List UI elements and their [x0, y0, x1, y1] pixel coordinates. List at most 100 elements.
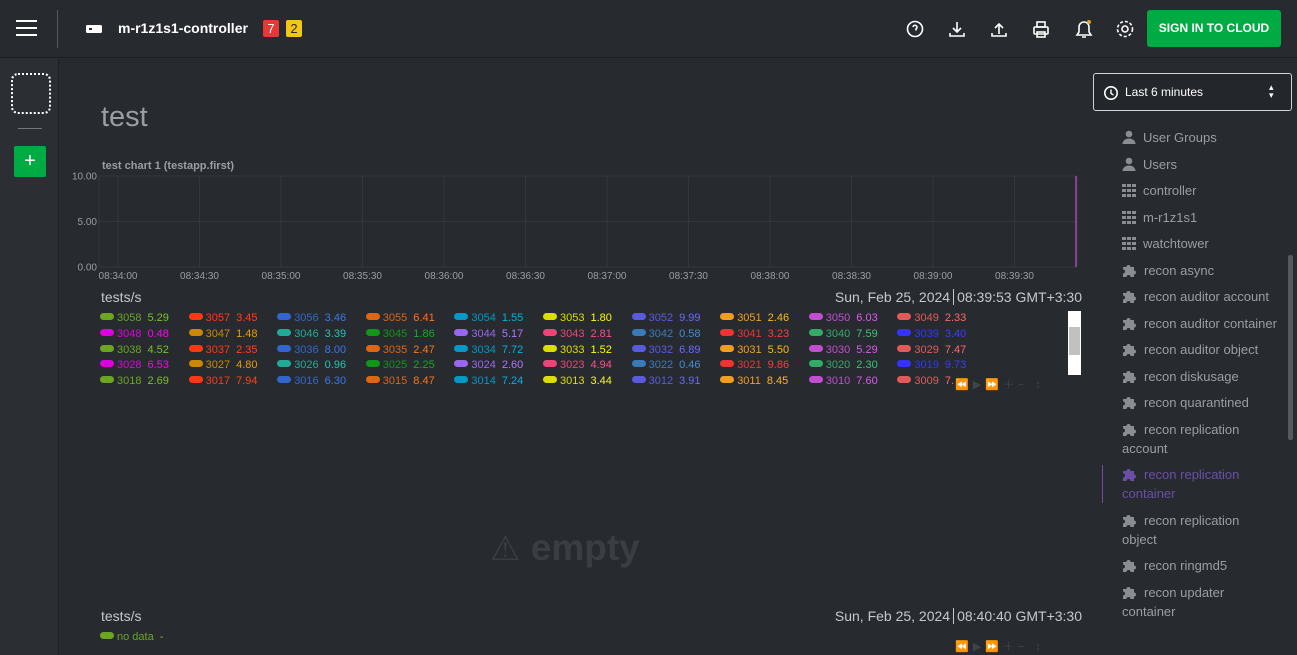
alarm-badge[interactable]: 7 — [263, 20, 279, 37]
empty-watermark: ⚠ empty — [490, 527, 640, 568]
menu-item[interactable]: recon updater container — [1102, 583, 1277, 621]
add-space-button[interactable]: + — [14, 146, 46, 177]
legend-item[interactable]: 3045 1.86 — [365, 327, 435, 341]
legend-item[interactable]: 3041 3.23 — [720, 327, 789, 341]
menu-item[interactable]: controller — [1102, 181, 1277, 200]
legend-item[interactable]: 3034 7.72 — [454, 343, 523, 357]
legend-item[interactable]: 3048 0.48 — [100, 327, 169, 341]
menu-item[interactable]: Users — [1102, 155, 1277, 174]
menu-item[interactable]: recon auditor object — [1102, 340, 1277, 359]
legend-item[interactable]: 3016 6.30 — [277, 374, 346, 388]
legend-item[interactable]: 3025 2.25 — [365, 358, 435, 372]
legend-item[interactable]: 3049 2.33 — [897, 311, 966, 325]
legend-item[interactable]: 3050 6.03 — [808, 311, 878, 325]
menu-item[interactable]: recon replication container — [1102, 465, 1277, 503]
legend-item[interactable]: 3047 1.48 — [188, 327, 258, 341]
menu-item[interactable]: recon async — [1102, 261, 1277, 280]
legend-item[interactable]: 3043 2.81 — [543, 327, 612, 341]
time: 08:40:40 GMT+3:30 — [957, 608, 1082, 624]
menu-item[interactable]: recon diskusage — [1102, 367, 1277, 386]
legend-item[interactable]: 3023 4.94 — [543, 358, 612, 372]
menu-item[interactable]: watchtower — [1102, 234, 1277, 253]
legend-item[interactable]: 3017 7.94 — [188, 374, 258, 388]
legend-item[interactable]: 3027 4.80 — [188, 358, 258, 372]
menu-item[interactable]: recon replication account — [1102, 420, 1277, 458]
menu-button[interactable] — [16, 19, 37, 37]
legend-value: 5.29 — [856, 343, 878, 356]
menu-item[interactable]: recon replication object — [1102, 511, 1277, 549]
menu-item[interactable]: recon quarantined — [1102, 393, 1277, 412]
legend-item[interactable]: 3011 8.45 — [720, 374, 788, 388]
legend-item[interactable]: 3033 1.52 — [543, 343, 612, 357]
legend-name: 3009 — [914, 375, 939, 388]
legend-item[interactable]: 3013 3.44 — [543, 374, 612, 388]
menu-icon — [1123, 560, 1136, 572]
legend-item[interactable]: 3026 0.96 — [277, 358, 346, 372]
legend-item[interactable]: 3022 0.46 — [631, 358, 701, 372]
legend-item[interactable]: 3038 4.52 — [100, 343, 169, 357]
legend-item[interactable]: 3036 8.00 — [277, 343, 346, 357]
legend-item[interactable]: 3054 1.55 — [454, 311, 523, 325]
menu-label: recon auditor container — [1144, 315, 1277, 331]
menu-item[interactable]: m-r1z1s1 — [1102, 208, 1277, 227]
legend-item[interactable]: 3009 7. — [897, 374, 954, 388]
warning-badge[interactable]: 2 — [286, 20, 302, 37]
legend-item[interactable]: 3021 9.86 — [720, 358, 789, 372]
legend-item[interactable]: no data - — [100, 630, 163, 644]
legend-item[interactable]: 3040 7.59 — [808, 327, 878, 341]
legend-value: 2.81 — [590, 327, 612, 340]
legend-item[interactable]: 3053 1.80 — [543, 311, 612, 325]
legend-item[interactable]: 3028 6.53 — [100, 358, 169, 372]
legend-item[interactable]: 3044 5.17 — [454, 327, 523, 341]
x-tick-label: 08:38:00 — [751, 271, 790, 282]
legend-item[interactable]: 3035 2.47 — [365, 343, 435, 357]
time-picker[interactable]: Last 6 minutes ▴ ▾ — [1093, 73, 1292, 111]
legend-item[interactable]: 3031 5.50 — [720, 343, 789, 357]
legend-value: 8.47 — [413, 375, 435, 388]
menu-item[interactable]: recon auditor account — [1102, 287, 1277, 306]
menu-item[interactable]: recon ringmd5 — [1102, 556, 1277, 575]
legend-item[interactable]: 3019 9.73 — [897, 358, 966, 372]
legend-swatch — [188, 360, 203, 368]
legend-item[interactable]: 3010 7.60 — [808, 374, 878, 388]
units: tests/s — [101, 289, 142, 305]
legend-scrollbar[interactable] — [1068, 311, 1081, 375]
legend-item[interactable]: 3014 7.24 — [454, 374, 523, 388]
legend-item[interactable]: 3056 3.46 — [277, 311, 346, 325]
legend-item[interactable]: 3046 3.39 — [277, 327, 346, 341]
time: 08:39:53 GMT+3:30 — [957, 289, 1082, 305]
legend-item[interactable]: 3058 5.29 — [100, 311, 169, 325]
legend-item[interactable]: 3030 5.29 — [808, 343, 878, 357]
legend-item[interactable]: 3037 2.35 — [188, 343, 258, 357]
menu-item[interactable]: User Groups — [1102, 130, 1277, 147]
legend-item[interactable]: 3024 2.60 — [454, 358, 523, 372]
legend-item[interactable]: 3055 6.41 — [365, 311, 435, 325]
legend-value: 2.25 — [413, 359, 435, 372]
legend-item[interactable]: 3012 3.91 — [631, 374, 701, 388]
legend-swatch — [631, 376, 646, 384]
legend-name: 3048 — [117, 327, 142, 340]
timestamp: Sun, Feb 25, 2024 08:40:40 GMT+3:30 — [835, 608, 1082, 624]
sign-in-button[interactable]: SIGN IN TO CLOUD — [1147, 10, 1281, 47]
menu-scrollbar[interactable] — [1288, 255, 1293, 440]
space-icon[interactable] — [11, 73, 51, 114]
legend-item[interactable]: 3039 3.40 — [897, 327, 966, 341]
toolbar-icons[interactable] — [905, 18, 1137, 40]
legend-item[interactable]: 3020 2.30 — [808, 358, 878, 372]
legend-item[interactable]: 3018 2.69 — [100, 374, 169, 388]
legend-swatch — [454, 376, 469, 384]
legend-item[interactable]: 3052 9.99 — [631, 311, 701, 325]
separator — [57, 10, 58, 48]
legend-swatch — [100, 376, 114, 384]
legend-item[interactable]: 3032 6.89 — [631, 343, 701, 357]
legend-item[interactable]: 3029 7.47 — [897, 343, 966, 357]
legend-name: 3032 — [648, 343, 674, 356]
legend-item[interactable]: 3015 8.47 — [365, 374, 435, 388]
legend-item[interactable]: 3042 0.58 — [631, 327, 701, 341]
menu-label: recon auditor account — [1144, 289, 1270, 304]
menu-label: recon replication account — [1122, 421, 1240, 456]
legend-item[interactable]: 3051 2.46 — [720, 311, 789, 325]
legend-item[interactable]: 3057 3.45 — [188, 311, 258, 325]
x-tick-label: 08:35:00 — [262, 271, 301, 282]
menu-item[interactable]: recon auditor container — [1102, 314, 1277, 333]
